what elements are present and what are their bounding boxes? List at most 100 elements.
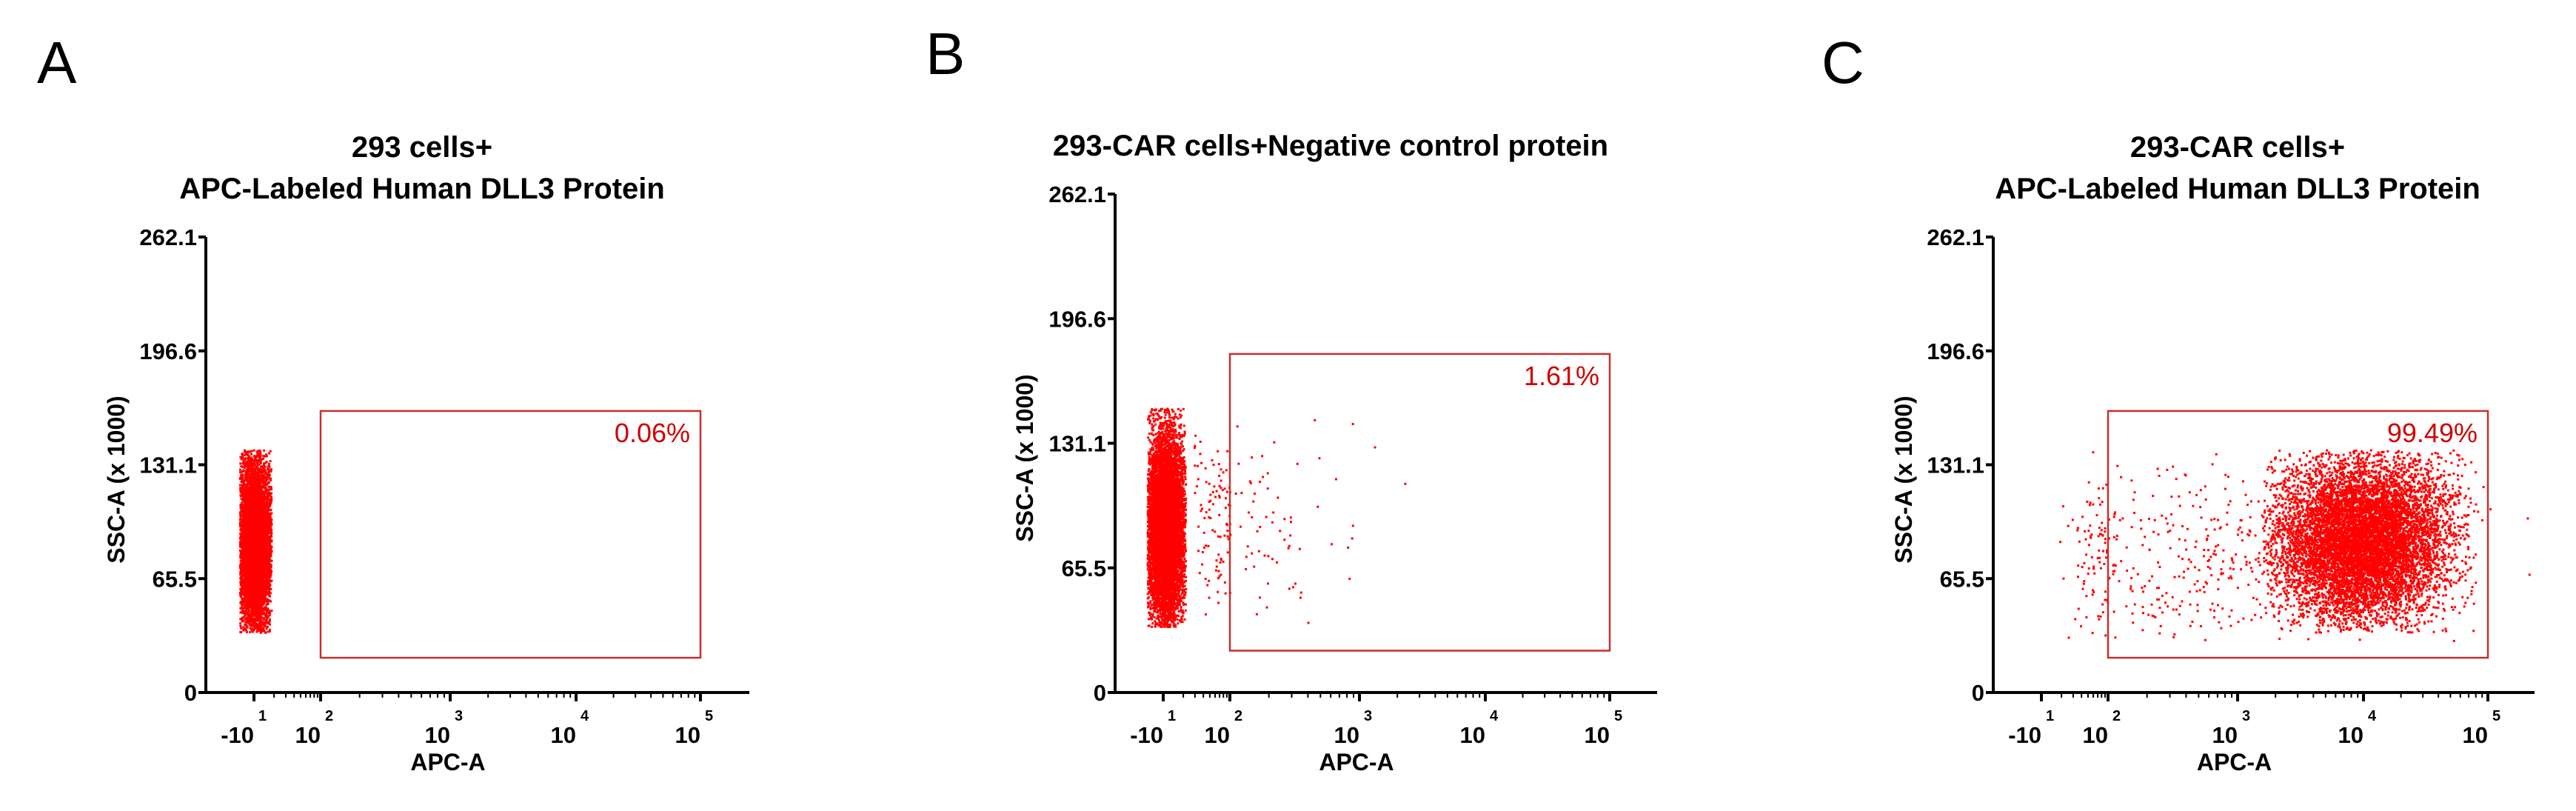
data-point bbox=[250, 460, 253, 463]
data-point bbox=[267, 465, 270, 468]
data-point bbox=[267, 582, 270, 584]
data-point bbox=[262, 481, 265, 484]
data-point bbox=[267, 556, 269, 559]
data-point bbox=[265, 472, 268, 474]
data-point bbox=[254, 598, 257, 601]
data-point bbox=[250, 567, 253, 570]
data-point bbox=[264, 492, 267, 495]
data-point bbox=[268, 498, 271, 501]
data-point bbox=[239, 491, 242, 493]
data-point bbox=[247, 470, 250, 473]
data-point bbox=[242, 496, 245, 499]
data-point bbox=[260, 538, 263, 541]
data-point bbox=[267, 564, 270, 567]
data-point bbox=[264, 480, 267, 483]
data-point bbox=[259, 452, 262, 454]
data-point bbox=[244, 458, 247, 461]
data-point bbox=[264, 583, 267, 586]
data-point bbox=[258, 544, 261, 547]
data-point bbox=[258, 472, 261, 475]
data-point bbox=[244, 484, 247, 487]
data-point bbox=[244, 457, 247, 460]
data-point bbox=[243, 504, 246, 507]
data-point bbox=[264, 484, 267, 486]
data-point bbox=[261, 540, 264, 543]
data-point bbox=[270, 555, 272, 558]
data-point bbox=[244, 618, 247, 621]
panel-letter: A bbox=[37, 30, 77, 96]
data-point bbox=[245, 535, 248, 538]
data-point bbox=[250, 493, 252, 496]
data-point bbox=[265, 609, 268, 612]
data-point bbox=[268, 588, 271, 591]
data-point bbox=[248, 513, 251, 515]
data-point bbox=[265, 523, 267, 526]
data-point bbox=[267, 573, 270, 576]
data-point bbox=[238, 478, 241, 480]
data-point bbox=[257, 452, 260, 455]
data-point bbox=[248, 459, 251, 462]
data-point bbox=[265, 627, 268, 630]
data-point bbox=[265, 569, 268, 572]
data-point bbox=[262, 508, 265, 511]
data-point bbox=[267, 621, 270, 624]
data-point bbox=[249, 481, 251, 484]
data-point bbox=[247, 610, 250, 613]
data-point bbox=[264, 555, 267, 558]
data-point bbox=[258, 615, 261, 618]
data-point bbox=[267, 530, 270, 533]
data-point bbox=[245, 584, 248, 587]
data-point bbox=[259, 610, 262, 613]
data-point bbox=[268, 551, 271, 554]
data-point bbox=[267, 579, 270, 581]
data-point bbox=[269, 579, 272, 582]
data-point bbox=[247, 498, 250, 501]
data-point bbox=[270, 521, 272, 524]
data-point bbox=[247, 483, 250, 486]
data-point bbox=[248, 618, 251, 621]
data-point bbox=[260, 598, 263, 601]
data-point bbox=[268, 476, 271, 479]
data-point bbox=[259, 450, 261, 453]
data-point bbox=[245, 486, 248, 489]
data-point bbox=[267, 545, 269, 548]
data-point bbox=[247, 556, 250, 559]
data-point bbox=[270, 498, 273, 501]
data-point bbox=[266, 625, 269, 628]
data-point bbox=[255, 508, 258, 511]
data-point bbox=[261, 574, 264, 577]
data-point bbox=[241, 470, 244, 473]
data-point bbox=[264, 581, 267, 584]
data-point bbox=[246, 571, 249, 574]
data-point bbox=[256, 589, 259, 592]
data-point bbox=[253, 481, 255, 484]
data-point bbox=[241, 486, 244, 489]
data-point bbox=[244, 601, 247, 604]
data-point bbox=[253, 463, 256, 466]
data-point bbox=[245, 604, 247, 607]
data-point bbox=[248, 475, 251, 478]
data-point bbox=[254, 498, 257, 501]
data-point bbox=[242, 460, 245, 463]
data-point bbox=[267, 532, 270, 535]
data-point bbox=[247, 566, 250, 569]
data-point bbox=[248, 595, 251, 598]
data-point bbox=[251, 630, 254, 633]
data-point bbox=[248, 623, 251, 626]
data-point bbox=[242, 561, 245, 564]
data-point bbox=[268, 576, 271, 579]
data-point bbox=[266, 500, 268, 503]
data-point bbox=[243, 597, 246, 599]
data-point bbox=[265, 572, 268, 575]
data-point bbox=[252, 470, 255, 473]
data-point bbox=[261, 494, 264, 497]
scatter-points bbox=[238, 449, 273, 634]
data-point bbox=[242, 533, 244, 536]
data-point bbox=[247, 477, 250, 480]
data-point bbox=[256, 453, 259, 455]
data-point bbox=[269, 524, 272, 527]
data-point bbox=[261, 586, 264, 589]
data-point bbox=[254, 467, 257, 470]
data-point bbox=[241, 456, 243, 459]
data-point bbox=[264, 485, 267, 487]
